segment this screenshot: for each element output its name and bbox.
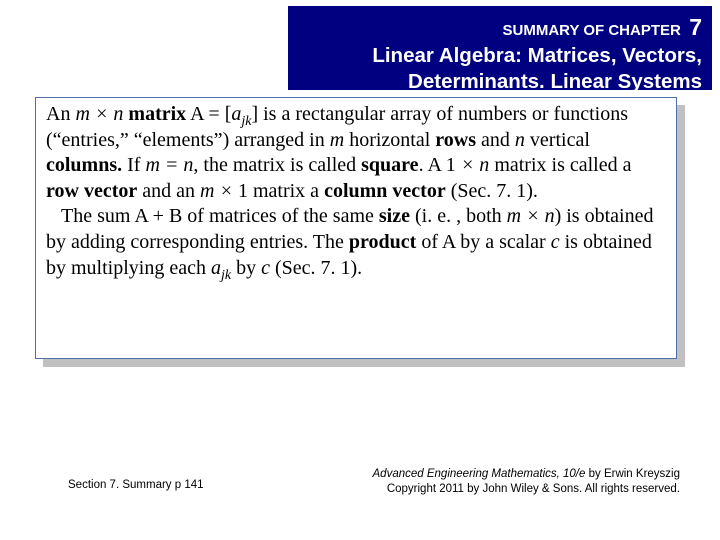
footer-attribution: Advanced Engineering Mathematics, 10/e b… bbox=[373, 467, 680, 498]
body-box: An m × n matrix A = [ajk] is a rectangul… bbox=[35, 97, 677, 359]
body-paragraph: An m × n matrix A = [ajk] is a rectangul… bbox=[46, 102, 666, 281]
chapter-number: 7 bbox=[689, 14, 702, 40]
footer-section-ref: Section 7. Summary p 141 bbox=[68, 467, 204, 498]
chapter-title-line1: Linear Algebra: Matrices, Vectors, bbox=[298, 43, 702, 69]
summary-label-text: SUMMARY OF CHAPTER bbox=[503, 22, 681, 39]
footer: Section 7. Summary p 141 Advanced Engine… bbox=[0, 467, 720, 498]
chapter-header: SUMMARY OF CHAPTER 7 Linear Algebra: Mat… bbox=[288, 6, 712, 90]
summary-of-chapter-label: SUMMARY OF CHAPTER 7 bbox=[298, 12, 702, 43]
chapter-title-line2: Determinants. Linear Systems bbox=[298, 69, 702, 95]
footer-book-title: Advanced Engineering Mathematics, 10/e b… bbox=[373, 467, 680, 483]
footer-copyright: Copyright 2011 by John Wiley & Sons. All… bbox=[373, 482, 680, 498]
